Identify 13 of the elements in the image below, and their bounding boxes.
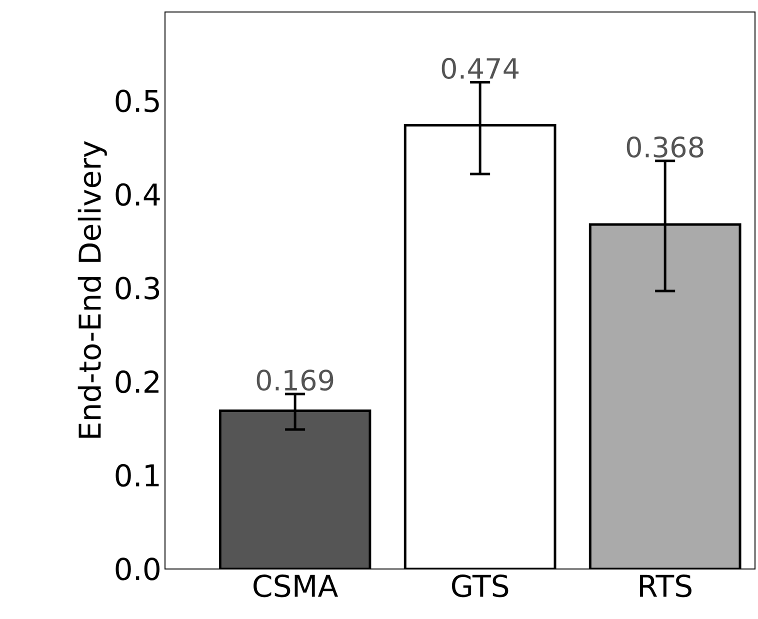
x-tick-label: CSMA xyxy=(254,574,338,598)
x-tick-label: RTS xyxy=(640,574,692,598)
data-label: 0.169 xyxy=(256,370,334,391)
y-axis-title: End-to-End Delivery xyxy=(78,141,107,438)
y-tick-label: 0.5 xyxy=(116,90,159,112)
y-tick-label: 0.4 xyxy=(116,183,160,206)
data-label: 0.368 xyxy=(626,136,704,158)
y-tick-label: 0.0 xyxy=(116,558,160,580)
y-tick-label: 0.3 xyxy=(116,276,160,300)
y-tick-label: 0.1 xyxy=(116,464,159,487)
x-tick-label: GTS xyxy=(452,574,508,598)
y-tick-label: 0.2 xyxy=(116,370,158,394)
data-label: 0.474 xyxy=(442,58,519,79)
